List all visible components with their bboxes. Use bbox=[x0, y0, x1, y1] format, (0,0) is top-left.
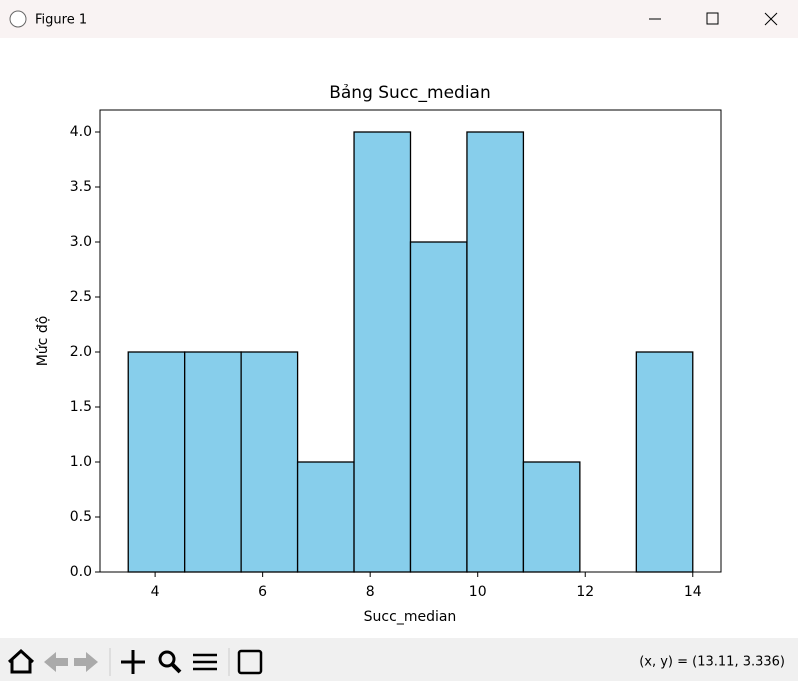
save-button[interactable] bbox=[237, 649, 263, 675]
y-tick-label: 2.0 bbox=[70, 344, 92, 360]
configure-button[interactable] bbox=[193, 653, 217, 671]
y-tick-label: 4.0 bbox=[70, 124, 92, 140]
bar bbox=[240, 351, 299, 573]
x-tick-label: 8 bbox=[366, 584, 375, 600]
x-tick-label: 4 bbox=[151, 584, 160, 600]
bar bbox=[522, 461, 581, 573]
y-tick-label: 3.5 bbox=[70, 179, 92, 195]
bar bbox=[353, 131, 412, 573]
y-tick-label: 3.0 bbox=[70, 234, 92, 250]
title-bar bbox=[0, 0, 798, 38]
bar bbox=[466, 131, 525, 573]
pan-button[interactable] bbox=[121, 650, 145, 674]
x-tick-label: 12 bbox=[576, 584, 594, 600]
status-text: (x, y) = (13.11, 3.336) bbox=[639, 655, 785, 670]
bar bbox=[296, 461, 355, 573]
close[interactable] bbox=[764, 12, 778, 26]
y-tick-label: 1.5 bbox=[70, 399, 92, 415]
x-axis-label: Succ_median bbox=[364, 609, 457, 625]
zoom-handle bbox=[170, 662, 182, 674]
x-tick-label: 14 bbox=[684, 584, 702, 600]
x-tick-label: 10 bbox=[469, 584, 487, 600]
bar bbox=[409, 241, 468, 573]
y-tick-label: 0.5 bbox=[70, 509, 92, 525]
y-tick-label: 0.0 bbox=[70, 564, 92, 580]
window-title: Figure 1 bbox=[35, 13, 87, 28]
bar bbox=[184, 351, 242, 573]
chart-title: Bảng Succ_median bbox=[329, 83, 491, 103]
back-button[interactable] bbox=[44, 652, 68, 672]
zoom-button[interactable] bbox=[158, 650, 176, 668]
plot-frame bbox=[99, 109, 722, 573]
y-tick-label: 2.5 bbox=[70, 289, 92, 305]
y-tick-label: 1.0 bbox=[70, 454, 92, 470]
bar bbox=[635, 351, 694, 573]
forward-button[interactable] bbox=[74, 652, 98, 672]
bar bbox=[127, 351, 186, 573]
home-button[interactable] bbox=[7, 648, 35, 674]
x-tick-label: 6 bbox=[258, 584, 267, 600]
maximize[interactable] bbox=[706, 12, 719, 25]
app-icon bbox=[9, 10, 27, 28]
y-axis-label: Mức độ bbox=[35, 316, 51, 367]
